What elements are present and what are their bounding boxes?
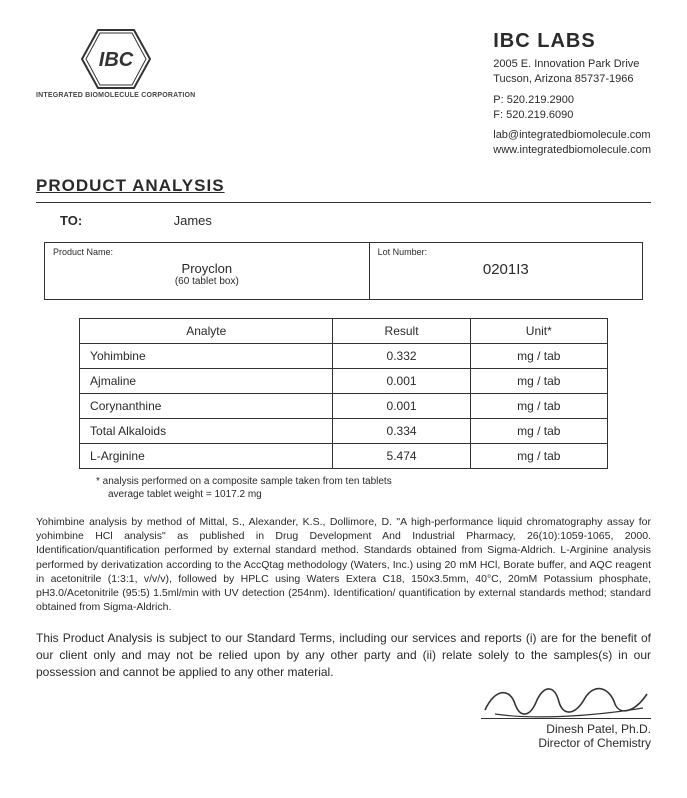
- logo-caption: INTEGRATED BIOMOLECULE CORPORATION: [36, 92, 195, 99]
- company-addr2: Tucson, Arizona 85737-1966: [493, 72, 651, 87]
- cell-result: 0.334: [333, 419, 470, 444]
- cell-result: 5.474: [333, 444, 470, 469]
- disclaimer-text: This Product Analysis is subject to our …: [36, 630, 651, 680]
- table-row: Ajmaline0.001mg / tab: [80, 369, 608, 394]
- signatory-name: Dinesh Patel, Ph.D.: [36, 722, 651, 736]
- to-row: TO: James: [60, 213, 651, 228]
- product-name-label: Product Name:: [53, 247, 361, 257]
- header: IBC INTEGRATED BIOMOLECULE CORPORATION I…: [36, 28, 651, 158]
- footnote-line2: average tablet weight = 1017.2 mg: [108, 488, 651, 501]
- company-info: IBC LABS 2005 E. Innovation Park Drive T…: [493, 28, 651, 158]
- cell-unit: mg / tab: [470, 369, 607, 394]
- company-phone: P: 520.219.2900: [493, 93, 651, 108]
- product-sub: (60 tablet box): [53, 276, 361, 287]
- cell-result: 0.001: [333, 369, 470, 394]
- table-row: L-Arginine5.474mg / tab: [80, 444, 608, 469]
- doc-title: PRODUCT ANALYSIS: [36, 176, 651, 196]
- lot-label: Lot Number:: [378, 247, 634, 257]
- table-row: Corynanthine0.001mg / tab: [80, 394, 608, 419]
- title-rule: [36, 202, 651, 203]
- company-fax: F: 520.219.6090: [493, 108, 651, 123]
- col-result: Result: [333, 319, 470, 344]
- to-value: James: [174, 213, 212, 228]
- footnote-line1: * analysis performed on a composite samp…: [96, 475, 651, 488]
- footnote: * analysis performed on a composite samp…: [96, 475, 651, 501]
- cell-analyte: Yohimbine: [80, 344, 333, 369]
- cell-result: 0.332: [333, 344, 470, 369]
- table-row: Total Alkaloids0.334mg / tab: [80, 419, 608, 444]
- cell-analyte: Corynanthine: [80, 394, 333, 419]
- product-name: Proyclon: [53, 261, 361, 276]
- to-label: TO:: [60, 213, 170, 228]
- col-unit: Unit*: [470, 319, 607, 344]
- company-web: www.integratedbiomolecule.com: [493, 143, 651, 158]
- cell-analyte: L-Arginine: [80, 444, 333, 469]
- company-email: lab@integratedbiomolecule.com: [493, 128, 651, 143]
- table-header-row: Analyte Result Unit*: [80, 319, 608, 344]
- col-analyte: Analyte: [80, 319, 333, 344]
- table-row: Yohimbine0.332mg / tab: [80, 344, 608, 369]
- lot-number: 0201I3: [378, 261, 634, 278]
- cell-unit: mg / tab: [470, 419, 607, 444]
- analysis-table: Analyte Result Unit* Yohimbine0.332mg / …: [79, 318, 608, 469]
- cell-result: 0.001: [333, 394, 470, 419]
- cell-unit: mg / tab: [470, 394, 607, 419]
- cell-analyte: Total Alkaloids: [80, 419, 333, 444]
- signatory-title: Director of Chemistry: [36, 736, 651, 750]
- logo-hexagon: IBC: [80, 28, 152, 90]
- company-name: IBC LABS: [493, 28, 651, 55]
- product-box: Product Name: Proyclon (60 tablet box) L…: [44, 242, 643, 300]
- signature-block: Dinesh Patel, Ph.D. Director of Chemistr…: [36, 683, 651, 750]
- lot-cell: Lot Number: 0201I3: [370, 243, 642, 299]
- signature-line: [481, 683, 651, 719]
- cell-analyte: Ajmaline: [80, 369, 333, 394]
- product-name-cell: Product Name: Proyclon (60 tablet box): [45, 243, 370, 299]
- methods-text: Yohimbine analysis by method of Mittal, …: [36, 515, 651, 614]
- logo-text: IBC: [98, 49, 133, 71]
- cell-unit: mg / tab: [470, 444, 607, 469]
- cell-unit: mg / tab: [470, 344, 607, 369]
- company-addr1: 2005 E. Innovation Park Drive: [493, 57, 651, 72]
- logo: IBC INTEGRATED BIOMOLECULE CORPORATION: [36, 28, 195, 99]
